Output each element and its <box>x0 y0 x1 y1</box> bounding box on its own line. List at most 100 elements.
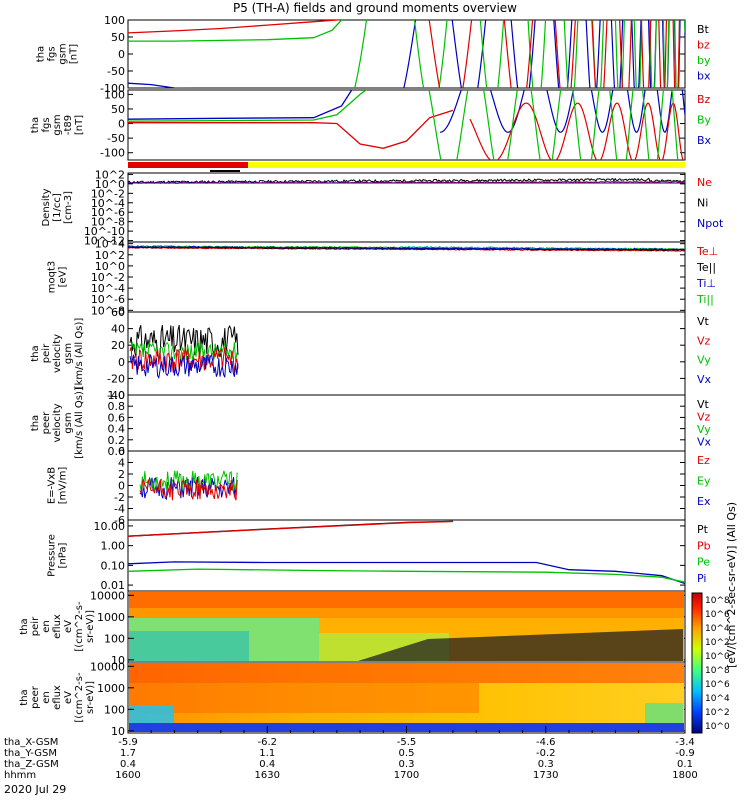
panel-frame <box>127 394 686 452</box>
noise-trace <box>128 245 686 251</box>
legend-entry: Te|| <box>696 261 716 274</box>
y-tick-label: 100 <box>104 632 125 645</box>
y-axis-label: fgs <box>41 117 52 132</box>
panel-5: 60 40 20 0 -20 -40 tha peir velocity gsm [km/s (Al… <box>30 306 712 402</box>
orbit-value: -5.9 <box>118 737 138 748</box>
y-axis-label: [(cm^2-s- <box>74 672 85 723</box>
legend-entry: Ez <box>697 454 710 467</box>
panel-8: 10.00 1.00 0.10 0.01 Pressure [nPa] Pt Pb Pe Pi <box>47 519 711 592</box>
panel-1: 100 50 0 -50 -100 tha fgs gsm [nT] Bt bz by bx <box>36 14 711 95</box>
quality-bar-yellow <box>248 162 685 168</box>
noise-trace <box>129 324 239 358</box>
spec-red-region <box>129 683 479 713</box>
y-tick-label: 10^0 <box>95 178 125 191</box>
orbit-value: 1.7 <box>120 748 136 759</box>
y-axis-label: [eV] <box>58 267 69 288</box>
legend-entry: Bx <box>697 134 712 147</box>
y-tick-label: 20 <box>111 339 125 352</box>
series-bz <box>128 20 341 34</box>
legend-entry: Vy <box>697 354 711 367</box>
colorbar-tick-label: 10^6 <box>705 680 730 690</box>
y-axis-label: eV <box>63 620 74 633</box>
orbit-value: 1800 <box>672 770 697 781</box>
y-tick-label: 10 <box>111 654 125 667</box>
orbit-value: 1.1 <box>259 748 275 759</box>
noise-trace <box>139 478 238 501</box>
orbit-value: 1600 <box>115 770 140 781</box>
y-tick-label: -50 <box>107 132 125 145</box>
orbit-row-name: hhmm <box>4 770 36 781</box>
y-tick-label: -40 <box>107 389 125 402</box>
y-tick-label: -4 <box>114 503 125 516</box>
y-tick-label: 10^-6 <box>91 206 125 219</box>
colorbar-tick-label: 10^0 <box>705 722 730 732</box>
orbit-value: 0.3 <box>399 759 415 770</box>
series-bx <box>128 82 196 88</box>
orbit-value: 0.4 <box>259 759 275 770</box>
legend-entry: Vt <box>697 398 710 411</box>
y-axis-label: tha <box>36 46 47 62</box>
series-Pb <box>128 520 453 537</box>
legend-entry: By <box>697 114 712 127</box>
orbit-value: 1730 <box>533 770 558 781</box>
y-tick-label: 10^-12 <box>84 235 125 248</box>
y-axis-label: Pressure <box>47 534 58 577</box>
y-axis-label: [km/s (All Qs)] <box>74 318 85 390</box>
y-axis-label: tha <box>30 345 41 361</box>
orbit-value: -4.6 <box>536 737 556 748</box>
y-axis-label: tha <box>30 415 41 431</box>
legend-entry: bz <box>697 39 710 52</box>
y-tick-label: 10^2 <box>95 249 125 262</box>
panel-6: 1.00.80.60.40.20.0 tha peer velocity gsm [km/… <box>30 387 712 459</box>
orbit-row-name: tha_Z-GSM <box>4 759 59 770</box>
y-axis-label: peer <box>30 685 41 709</box>
series-Bx <box>128 90 353 120</box>
series-by <box>128 20 343 42</box>
legend-entry: Bt <box>697 23 710 36</box>
y-tick-label: 0.8 <box>108 400 126 413</box>
legend-entry: Pe <box>697 556 710 569</box>
y-axis-label: peer <box>41 411 52 435</box>
y-axis-label: sr-eV)] <box>85 610 96 643</box>
y-tick-label: 0.4 <box>108 423 126 436</box>
y-tick-label: 10^-4 <box>91 197 125 210</box>
wave-trace <box>469 102 685 160</box>
series-Pe <box>128 568 685 583</box>
colorbar-tick-label: 10^2 <box>705 708 730 718</box>
y-axis-label: [mV/m] <box>58 467 69 505</box>
panel-3: 10^210^010^-210^-410^-610^-810^-1010^-12… <box>41 168 724 247</box>
date-label: 2020 Jul 29 <box>4 783 67 796</box>
legend-entry: Pt <box>697 523 709 536</box>
orbit-value: -5.5 <box>397 737 417 748</box>
y-axis-label: eflux <box>52 685 63 710</box>
y-axis-label: eflux <box>52 614 63 639</box>
y-axis-label: peir <box>30 616 41 636</box>
colorbar-tick-label: 10^4 <box>705 694 730 704</box>
colorbar-tick-label: 10^8 <box>705 666 730 676</box>
y-axis-label: [1/cc] <box>52 193 63 222</box>
orbit-row-name: tha_Y-GSM <box>4 748 57 759</box>
y-tick-label: 10000 <box>90 589 125 602</box>
orbit-row-name: tha_X-GSM <box>4 737 58 748</box>
y-tick-label: 2 <box>118 468 125 481</box>
quality-bar-mark <box>210 170 240 172</box>
series-Bz <box>128 109 454 149</box>
y-tick-label: 6 <box>118 445 125 458</box>
quality-bar-red <box>128 162 248 168</box>
series-By <box>128 90 368 122</box>
y-tick-label: 0.6 <box>108 411 126 424</box>
spec-top-band <box>129 663 684 683</box>
y-tick-label: 100 <box>104 703 125 716</box>
y-tick-label: 10.00 <box>94 520 126 533</box>
legend-entry: Pi <box>697 572 706 585</box>
panel-frame <box>127 519 686 592</box>
y-axis-label: -t89 <box>63 115 74 135</box>
legend-entry: Bz <box>697 93 711 106</box>
legend-entry: Ne <box>697 176 712 189</box>
y-tick-label: 100 <box>104 88 125 101</box>
colorbar-label: [eV/(cm^2-sec-sr-eV)] (All Qs) <box>725 501 738 668</box>
colorbar-tick-label: 10^4 <box>705 624 730 634</box>
y-tick-label: 10^4 <box>95 238 125 251</box>
legend-entry: Te⊥ <box>696 245 718 258</box>
